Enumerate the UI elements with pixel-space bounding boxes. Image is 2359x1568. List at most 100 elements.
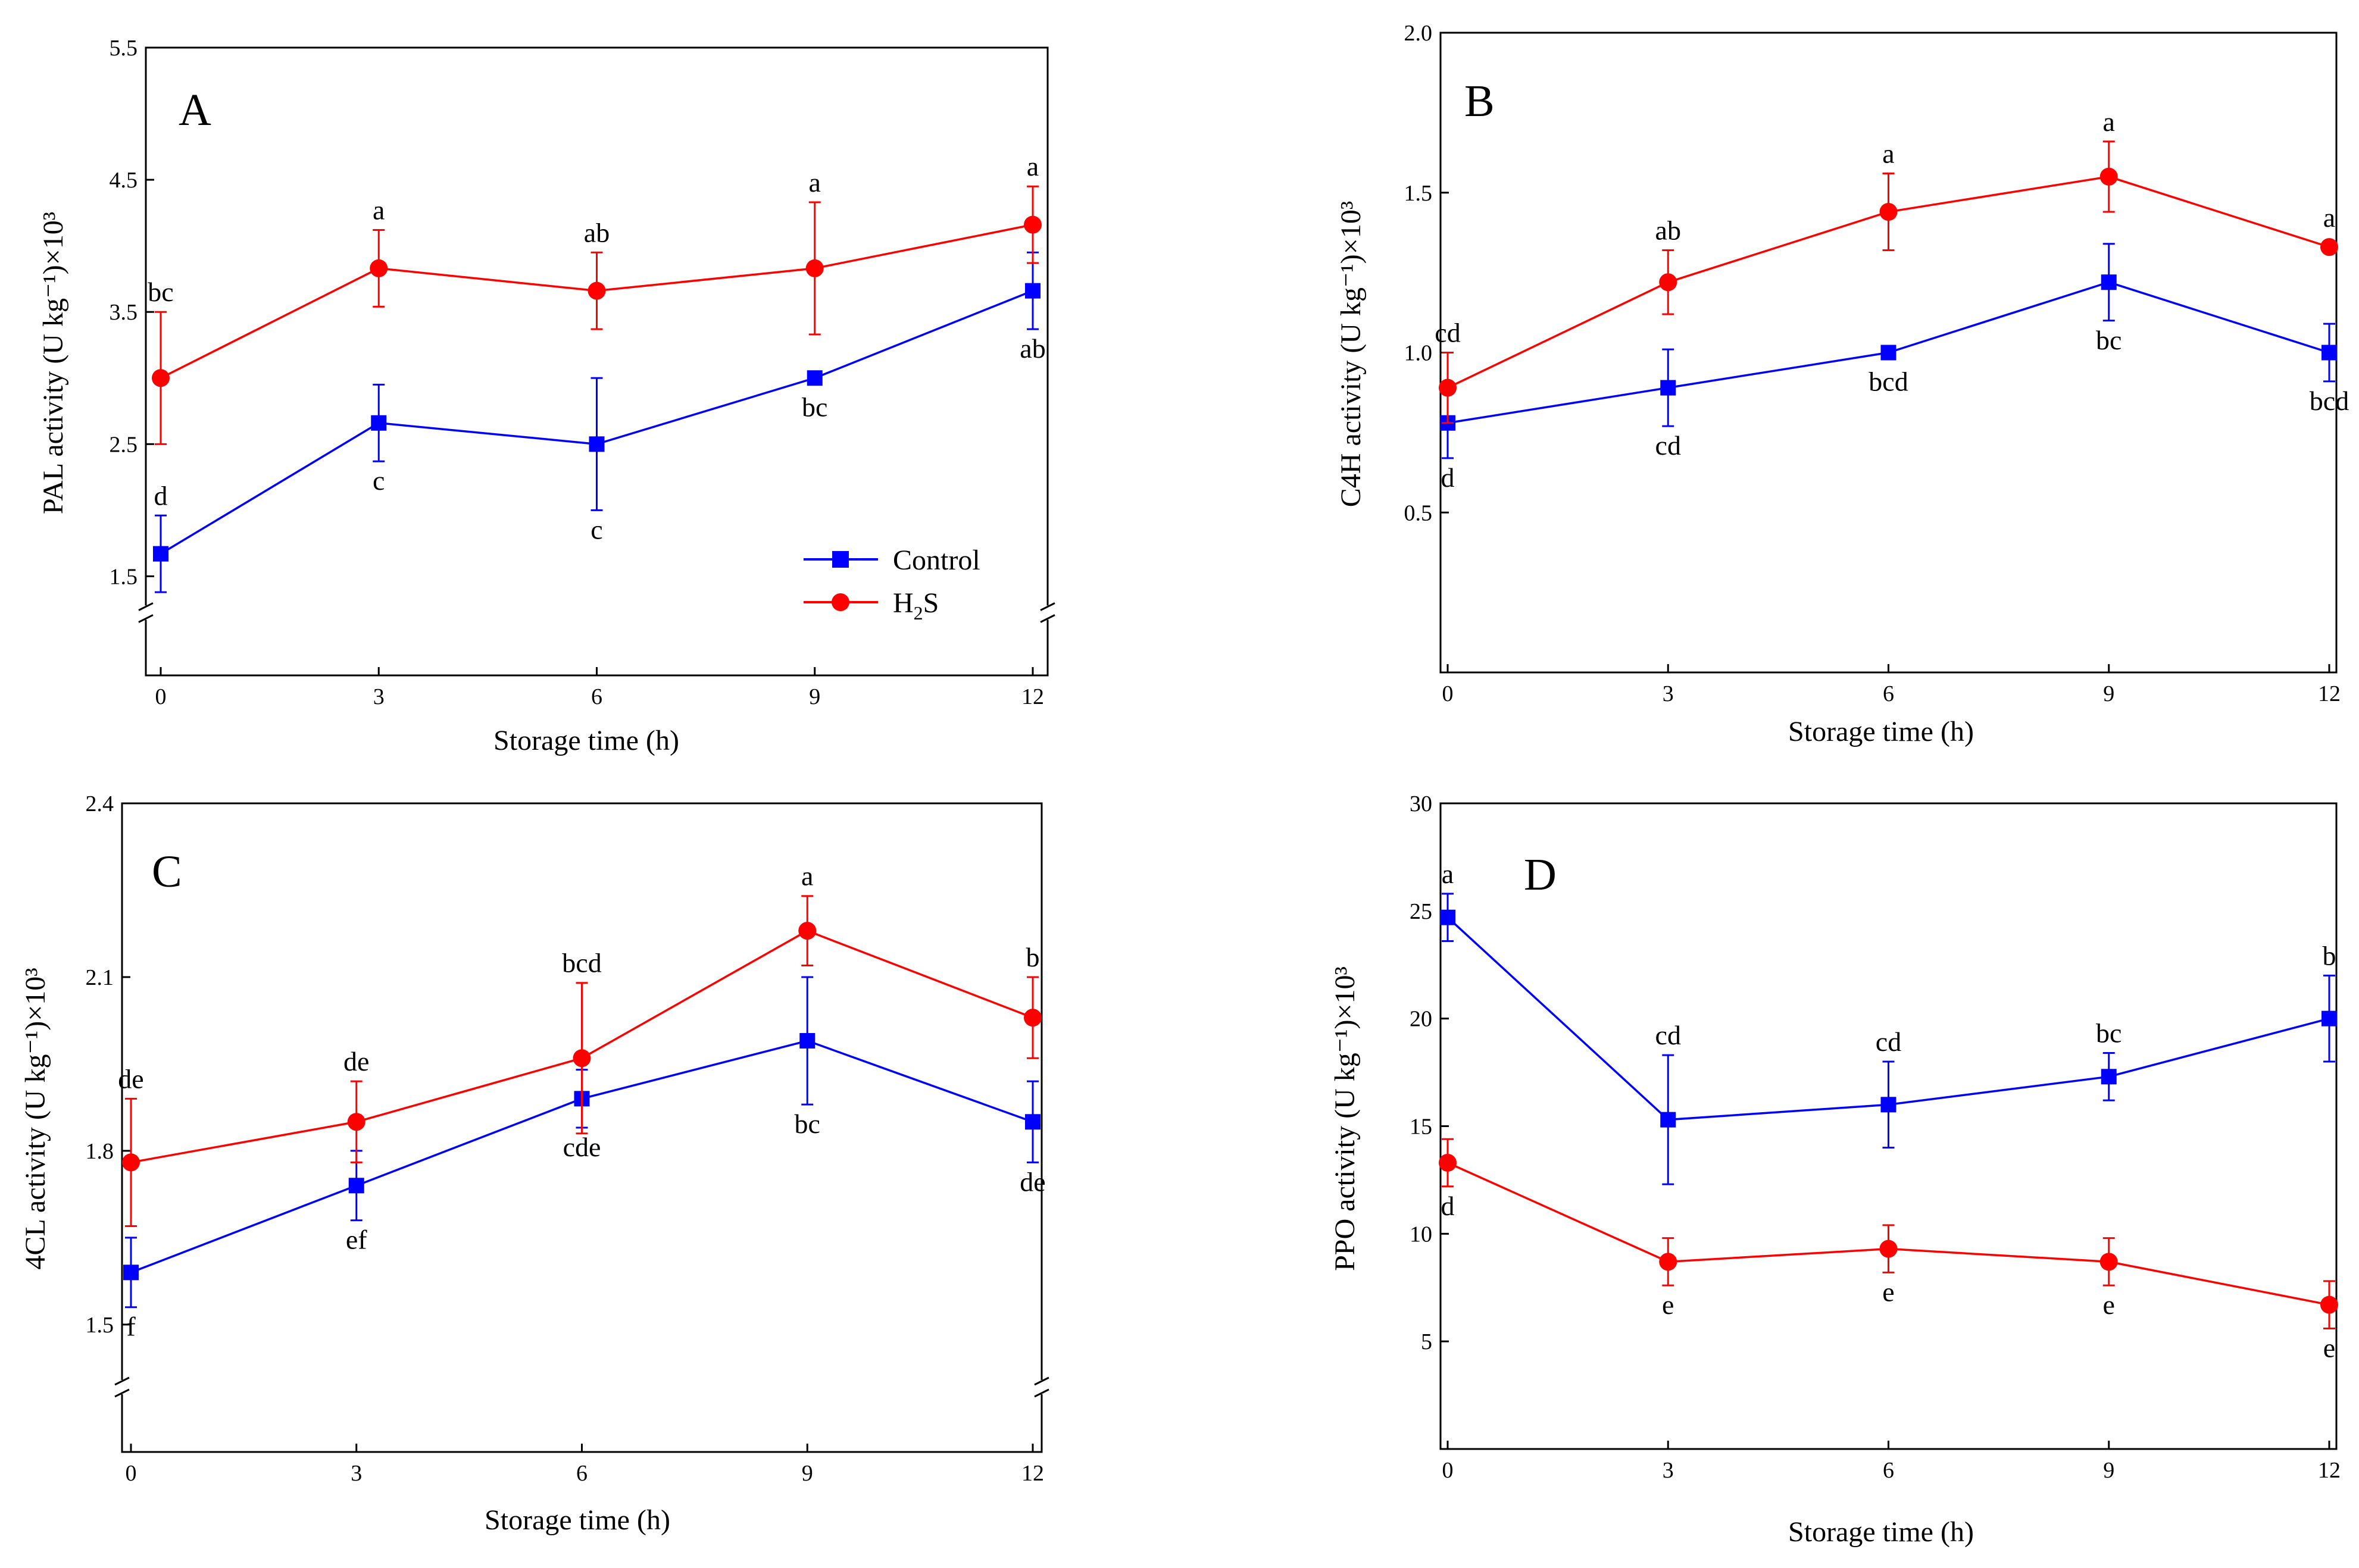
y-tick-label: 5 [1421,1329,1432,1354]
panel-b-letter: B [1464,76,1495,126]
data-point-h2s [122,1153,140,1172]
data-point-control [1660,380,1676,396]
x-tick-label: 0 [126,1461,137,1486]
panel-a: 0 3 6 9 12 1.5 2.5 3.5 4.5 5.5 d c c bc ab bc a ab a a A St… [38,36,1055,756]
x-tick-label: 12 [1021,1461,1044,1486]
legend-control-label: Control [893,544,980,576]
y-tick-label: 10 [1410,1222,1432,1247]
data-point-control [1025,283,1041,299]
panel-b: 0 3 6 9 12 0.5 1.0 1.5 2.0 d cd bcd bc bcd cd ab a a a B S… [1335,21,2349,747]
y-tick-label: 1.8 [86,1139,114,1164]
panel-b-ylabel: C4H activity (U kg⁻¹)×10³ [1335,201,1367,507]
x-tick-label: 9 [802,1461,813,1486]
x-tick-label: 9 [2103,1458,2114,1483]
data-point-control [799,1033,816,1049]
data-point-control [2321,345,2337,361]
panel-d-xlabel: Storage time (h) [1788,1516,1974,1548]
x-tick-label: 0 [1442,1458,1454,1483]
panel-b-xlabel: Storage time (h) [1788,716,1974,747]
data-point-control [348,1178,364,1194]
x-tick-label: 6 [1883,1458,1894,1483]
x-tick-label: 6 [576,1461,588,1486]
legend-h2s-marker [832,593,849,611]
significance-label: ab [584,217,610,248]
data-point-h2s [805,259,824,277]
x-tick-label: 6 [591,684,602,709]
data-point-control [1025,1114,1041,1130]
significance-label: cd [1655,430,1681,461]
significance-label: de [118,1063,143,1094]
panel-d-plot-area: 0 3 6 9 12 5 10 15 20 25 30 a cd cd bc b d e e e e [1410,791,2341,1483]
data-point-h2s [798,922,817,940]
data-point-control [589,436,605,452]
data-point-h2s [152,369,170,387]
significance-label: cd [1435,318,1460,348]
data-point-control [1880,345,1896,361]
data-point-control [123,1265,139,1281]
data-point-h2s [1659,1253,1677,1271]
axis-break-mark [1034,1376,1049,1386]
panel-c-letter: C [152,847,182,897]
data-point-control [1660,1112,1676,1128]
y-tick-label: 3.5 [110,300,138,325]
legend-h2s-label: H2S [893,587,939,624]
data-point-h2s [2099,167,2118,186]
significance-label: bcd [2310,386,2349,416]
panel-c-xlabel: Storage time (h) [485,1504,670,1536]
panel-a-plot-area: 0 3 6 9 12 1.5 2.5 3.5 4.5 5.5 d c c bc ab bc a ab a a [110,36,1055,709]
panel-b-plot-area: 0 3 6 9 12 0.5 1.0 1.5 2.0 d cd bcd bc bcd cd ab a a a [1404,21,2349,706]
axis-break-mark [138,602,154,611]
y-tick-label: 2.1 [86,965,114,990]
panel-a-legend: Control H2S [804,544,980,624]
x-tick-label: 12 [1021,684,1044,709]
significance-label: cd [1876,1026,1901,1057]
significance-label: f [126,1312,136,1342]
significance-label: d [1441,462,1455,493]
axis-break-mark [1040,614,1055,623]
x-tick-label: 3 [1663,681,1674,706]
data-point-h2s [1024,215,1042,234]
axis-break-mark [114,1376,130,1386]
significance-label: bc [795,1109,820,1139]
y-tick-label: 2.4 [86,791,114,816]
panel-a-ylabel: PAL activity (U kg⁻¹)×10³ [38,212,69,514]
data-point-h2s [1024,1009,1042,1027]
significance-label: cde [563,1132,601,1162]
data-point-h2s [2320,238,2338,256]
data-point-h2s [1879,203,1898,221]
x-tick-label: 3 [351,1461,362,1486]
data-point-control [807,370,823,386]
significance-label: de [343,1046,369,1076]
y-tick-label: 1.0 [1404,341,1433,366]
significance-label: a [1027,151,1039,181]
significance-label: c [373,465,385,496]
significance-label: d [1441,1191,1455,1221]
significance-label: bcd [1869,367,1908,397]
significance-label: d [154,480,168,511]
significance-label: cd [1655,1020,1681,1050]
data-point-h2s [1439,378,1457,397]
data-point-control [371,415,387,431]
significance-label: ab [1020,333,1045,364]
significance-label: b [1026,942,1040,972]
x-tick-label: 6 [1883,681,1894,706]
data-point-control [2101,274,2117,290]
significance-label: bc [148,277,173,307]
x-tick-label: 12 [2318,681,2341,706]
data-point-h2s [588,281,606,300]
y-tick-label: 30 [1410,791,1432,816]
y-tick-label: 5.5 [110,36,138,61]
significance-label: a [373,195,385,226]
x-tick-label: 0 [1442,681,1454,706]
significance-label: a [801,861,813,891]
data-point-h2s [2099,1253,2118,1271]
y-tick-label: 20 [1410,1007,1432,1032]
legend-control-marker [832,551,849,568]
x-tick-label: 9 [2103,681,2114,706]
data-point-h2s [573,1049,591,1068]
significance-label: bc [802,392,827,422]
significance-label: bcd [562,948,601,978]
significance-label: e [1882,1276,1894,1307]
